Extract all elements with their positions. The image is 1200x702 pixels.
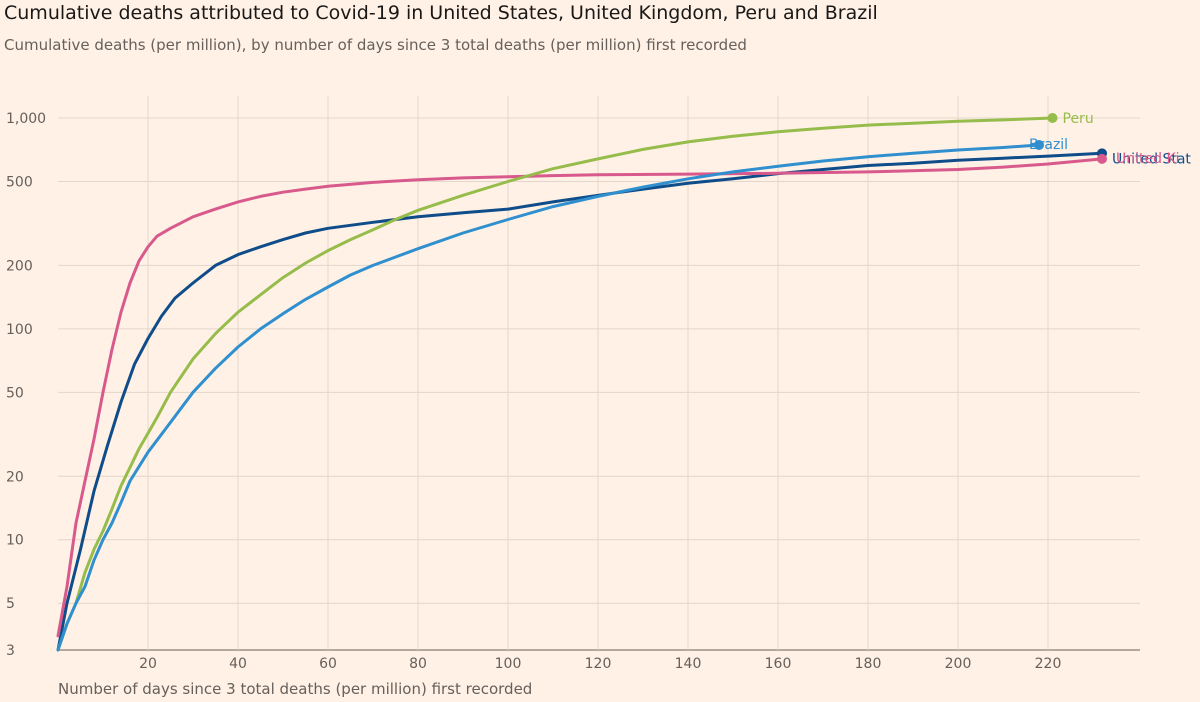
y-tick-labels: 3 5 10 20 50 100 200 500 1,000 (6, 111, 46, 659)
series-end-dot-united-kingdom (1097, 153, 1107, 164)
y-tick-label: 3 (6, 643, 15, 659)
series-end-dot-brazil (1034, 139, 1044, 150)
series-end-dot-peru (1047, 113, 1058, 123)
series-line-brazil (56, 143, 1041, 652)
x-tick-label: 60 (319, 656, 337, 672)
x-tick-label: 80 (409, 656, 427, 672)
y-tick-label: 50 (6, 385, 24, 401)
y-tick-label: 1,000 (6, 111, 46, 127)
x-tick-labels: 20 40 60 80 100 120 140 160 180 200 220 (139, 656, 1061, 672)
x-tick-label: 180 (855, 656, 882, 672)
y-tick-label: 5 (6, 596, 15, 612)
x-tick-label: 120 (585, 656, 612, 672)
grid (58, 96, 1140, 651)
y-tick-label: 10 (6, 533, 24, 549)
x-tick-label: 160 (765, 656, 792, 672)
series-line-united-states (56, 151, 1104, 652)
series-label-united-kingdom: United Ki (1116, 151, 1180, 167)
series-label-united-states: United Stat (1112, 151, 1191, 167)
y-tick-label: 200 (6, 258, 33, 274)
chart-title: Cumulative deaths attributed to Covid-19… (4, 2, 878, 24)
x-tick-label: 40 (229, 656, 247, 672)
series-label-brazil: Brazil (1029, 137, 1068, 153)
chart-subtitle: Cumulative deaths (per million), by numb… (4, 36, 747, 54)
series-label-peru: Peru (1063, 111, 1094, 127)
x-tick-label: 220 (1035, 656, 1062, 672)
y-tick-label: 100 (6, 322, 33, 338)
x-tick-label: 140 (675, 656, 702, 672)
y-tick-label: 500 (6, 174, 33, 190)
series-lines (56, 116, 1104, 652)
x-tick-label: 20 (139, 656, 157, 672)
x-tick-label: 200 (945, 656, 972, 672)
x-axis-title: Number of days since 3 total deaths (per… (58, 680, 533, 698)
series-line-peru (56, 116, 1054, 652)
y-tick-label: 20 (6, 469, 24, 485)
x-tick-label: 100 (495, 656, 522, 672)
series-line-united-kingdom (56, 157, 1104, 638)
